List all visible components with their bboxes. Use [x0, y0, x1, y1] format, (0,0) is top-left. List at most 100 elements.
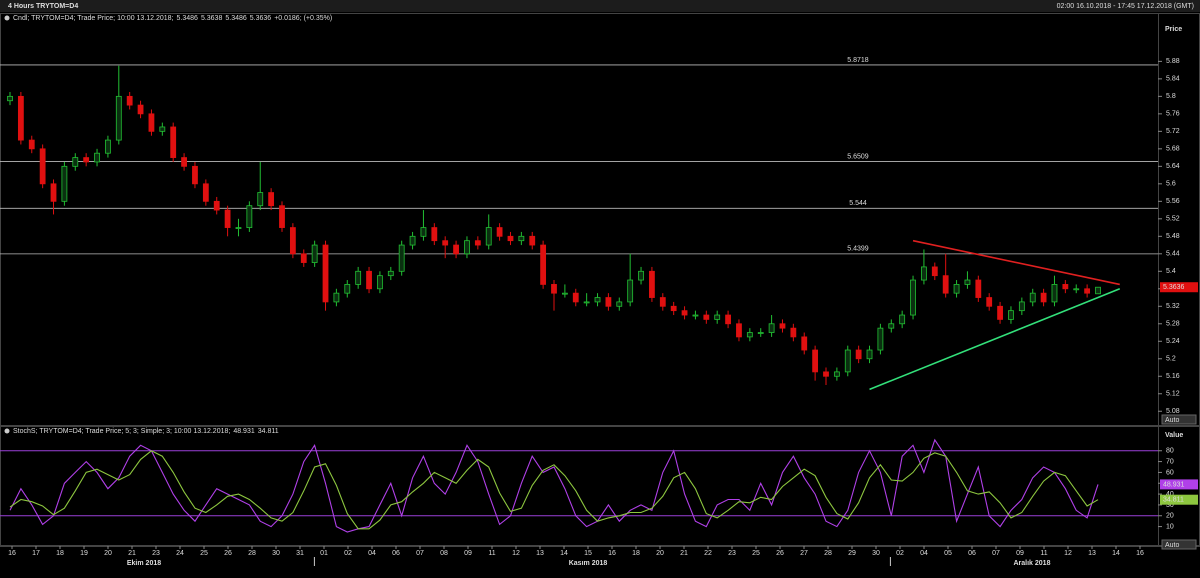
- y-tick-label: 20: [1166, 513, 1174, 520]
- candle-body: [257, 192, 264, 207]
- y-tick-label: 5.52: [1166, 216, 1180, 223]
- candle-body: [561, 292, 568, 295]
- candle-body: [464, 240, 470, 255]
- candle-body: [1073, 288, 1080, 291]
- candle-body: [551, 284, 557, 294]
- candle-body: [224, 209, 231, 228]
- candle-body: [714, 314, 721, 320]
- candle-body: [725, 314, 731, 325]
- level-label: 5.8718: [847, 57, 869, 64]
- candle-body: [801, 336, 808, 351]
- candle-body: [387, 270, 394, 277]
- legend-close: 5.3636: [250, 15, 272, 22]
- candle-body: [572, 292, 579, 303]
- candle-body: [17, 95, 24, 141]
- candle-body: [170, 126, 177, 158]
- value-marker: [1160, 479, 1198, 490]
- candle-body: [997, 305, 1003, 320]
- x-tick-label: 28: [248, 550, 256, 557]
- candle-body: [409, 235, 416, 246]
- x-tick-label: 21: [128, 550, 136, 557]
- x-tick-label: 26: [776, 550, 784, 557]
- candle-body: [72, 157, 79, 167]
- level-label: 5.4399: [847, 246, 869, 253]
- legend-text: StochS; TRYTOM=D4; Trade Price; 5; 3; Si…: [13, 428, 230, 435]
- x-tick-label: 21: [680, 550, 688, 557]
- candle-body: [627, 279, 634, 303]
- x-tick-label: 30: [872, 550, 880, 557]
- candle-body: [94, 152, 100, 163]
- candle-body: [605, 297, 612, 307]
- x-tick-label: 19: [80, 550, 88, 557]
- value-marker: [1160, 494, 1198, 505]
- candle-body: [192, 165, 198, 185]
- candle-body: [181, 157, 187, 167]
- trend-line: [912, 239, 1120, 286]
- title-bar: [0, 0, 1200, 12]
- legend-open: 5.3486: [177, 15, 199, 22]
- legend-text: Cndl; TRYTOM=D4; Trade Price; 10:00 13.1…: [13, 15, 174, 22]
- month-label: Kasım 2018: [569, 560, 608, 567]
- candle-body: [355, 270, 362, 285]
- legend-value: 34.811: [258, 428, 279, 435]
- x-tick-label: 16: [8, 550, 16, 557]
- y-tick-label: 5.16: [1166, 373, 1180, 380]
- price-marker-label: 5.3636: [1163, 284, 1185, 291]
- auto-button[interactable]: [1161, 539, 1197, 550]
- y-tick-label: 5.2: [1166, 356, 1176, 363]
- x-tick-label: 13: [536, 550, 544, 557]
- x-tick-label: 14: [1112, 550, 1120, 557]
- x-tick-label: 23: [728, 550, 736, 557]
- candle-body: [931, 266, 938, 277]
- candle-body: [300, 253, 307, 263]
- x-tick-label: 13: [1088, 550, 1096, 557]
- x-tick-label: 16: [1136, 550, 1144, 557]
- x-tick-label: 22: [704, 550, 712, 557]
- candle-body: [213, 200, 220, 211]
- candle-body: [289, 227, 296, 255]
- y-tick-label: 5.48: [1166, 233, 1180, 240]
- x-tick-label: 31: [296, 550, 304, 557]
- x-tick-label: 17: [32, 550, 40, 557]
- x-tick-label: 07: [416, 550, 424, 557]
- candle-body: [496, 227, 503, 237]
- auto-button[interactable]: [1161, 414, 1197, 425]
- x-tick-label: 15: [584, 550, 592, 557]
- candle-body: [779, 323, 786, 329]
- candle-body: [670, 305, 677, 312]
- legend-icon: [4, 428, 10, 434]
- candle-body: [964, 279, 971, 285]
- candle-body: [420, 227, 427, 237]
- y-tick-label: 60: [1166, 469, 1174, 476]
- candle-body: [50, 183, 57, 202]
- x-tick-label: 26: [224, 550, 232, 557]
- x-tick-label: 09: [1016, 550, 1024, 557]
- candle-body: [366, 270, 372, 290]
- y-tick-label: 5.68: [1166, 146, 1180, 153]
- y-tick-label: 80: [1166, 448, 1174, 455]
- candle-body: [61, 165, 68, 202]
- y-tick-label: 5.24: [1166, 338, 1180, 345]
- y-tick-label: 5.08: [1166, 408, 1180, 415]
- x-tick-label: 02: [344, 550, 352, 557]
- y-tick-label: 5.72: [1166, 128, 1180, 135]
- axis-title: Value: [1165, 432, 1183, 439]
- candle-body: [877, 327, 884, 351]
- candle-body: [246, 205, 253, 228]
- x-tick-label: 18: [56, 550, 64, 557]
- x-tick-label: 25: [752, 550, 760, 557]
- value-marker-label: 48.931: [1163, 481, 1185, 488]
- auto-label[interactable]: Auto: [1165, 542, 1180, 549]
- candle-body: [28, 139, 35, 150]
- candle-body: [594, 297, 601, 303]
- y-tick-label: 5.44: [1166, 251, 1180, 258]
- level-label: 5.6509: [847, 153, 869, 160]
- y-tick-label: 5.8: [1166, 93, 1176, 100]
- candle-body: [39, 148, 46, 185]
- candle-body: [235, 227, 242, 229]
- auto-label[interactable]: Auto: [1165, 417, 1180, 424]
- candle-body: [659, 297, 666, 307]
- candle-body: [279, 205, 285, 228]
- x-tick-label: 20: [656, 550, 664, 557]
